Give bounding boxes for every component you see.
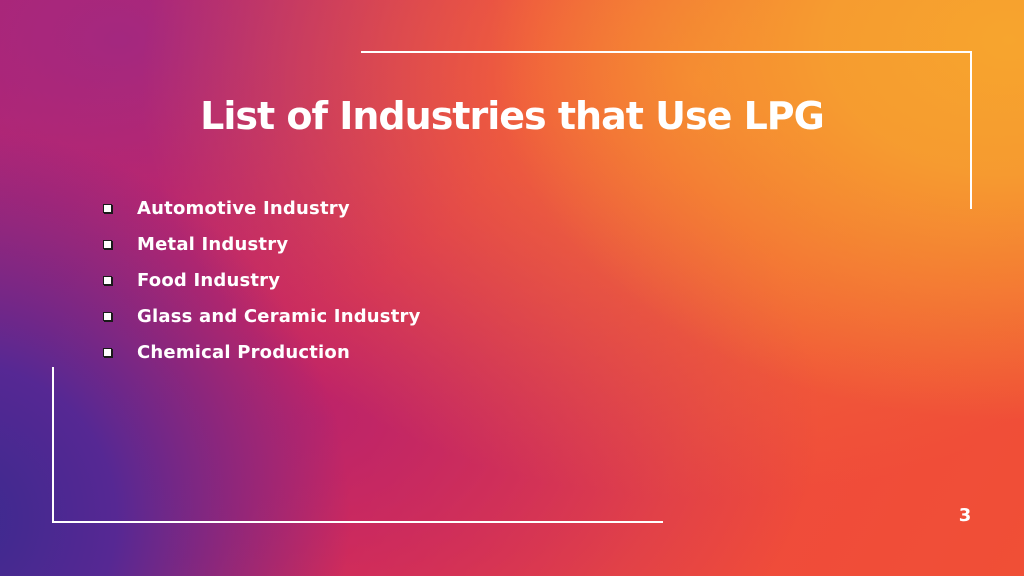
slide-title: List of Industries that Use LPG — [200, 94, 825, 138]
list-item-label: Metal Industry — [137, 233, 289, 255]
industry-list: Automotive Industry Metal Industry Food … — [102, 190, 421, 370]
list-item: Chemical Production — [102, 334, 421, 370]
hollow-square-icon — [103, 347, 112, 357]
list-item: Automotive Industry — [102, 190, 421, 226]
hollow-square-icon — [103, 275, 112, 285]
frame-line-bottom — [52, 521, 663, 523]
hollow-square-icon — [103, 311, 112, 321]
frame-line-top — [361, 51, 972, 53]
page-number: 3 — [958, 505, 972, 526]
frame-line-right — [970, 51, 972, 209]
list-item: Metal Industry — [102, 226, 421, 262]
list-item: Glass and Ceramic Industry — [102, 298, 421, 334]
hollow-square-icon — [103, 239, 112, 249]
frame-line-left — [52, 367, 54, 523]
hollow-square-icon — [103, 203, 112, 213]
list-item: Food Industry — [102, 262, 421, 298]
list-item-label: Automotive Industry — [137, 197, 350, 219]
list-item-label: Chemical Production — [137, 341, 350, 363]
list-item-label: Food Industry — [137, 269, 281, 291]
list-item-label: Glass and Ceramic Industry — [137, 305, 421, 327]
